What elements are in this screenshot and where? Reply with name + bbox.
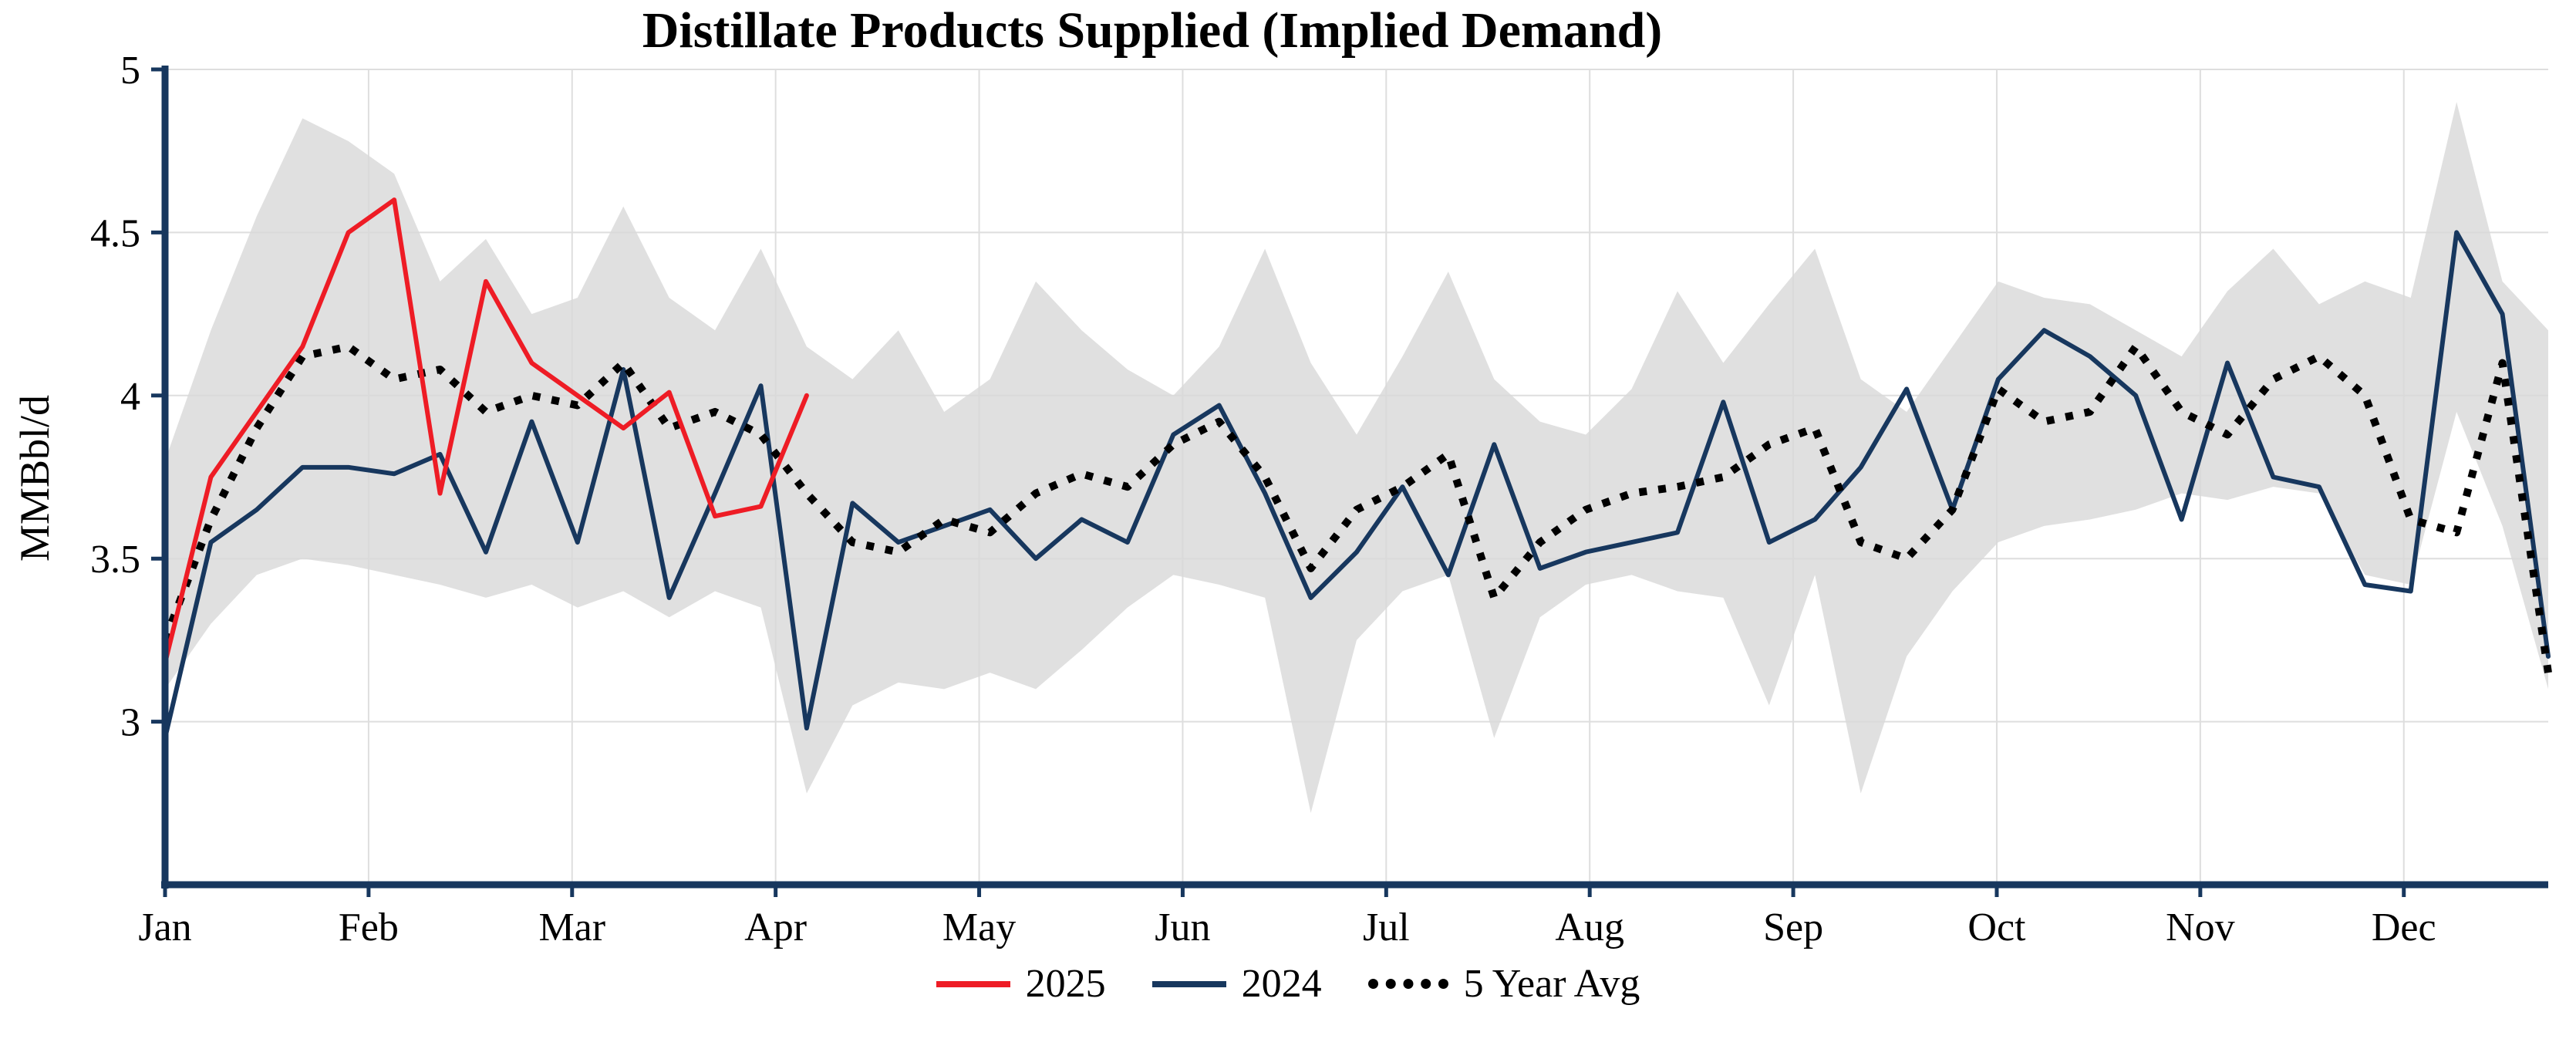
legend-line-sample-2024 (1151, 980, 1226, 987)
x-tick-label-may: May (942, 906, 1016, 949)
legend-label-5yr-avg: 5 Year Avg (1463, 962, 1640, 1006)
series-line-5-year-avg (161, 342, 2552, 673)
x-tick-label-jan: Jan (138, 906, 191, 949)
chart-title: Distillate Products Supplied (Implied De… (642, 2, 1663, 59)
x-tick-label-nov: Nov (2166, 906, 2235, 949)
x-tick-label-oct: Oct (1967, 906, 2026, 949)
x-tick-label-feb: Feb (339, 906, 399, 949)
y-tick-label: 3 (120, 701, 140, 745)
legend-label-2025: 2025 (1025, 962, 1106, 1006)
x-tick-label-jul: Jul (1363, 906, 1410, 949)
legend-label-2024: 2024 (1241, 962, 1322, 1006)
series-line-2024 (163, 230, 2551, 740)
band-5yr-range (165, 102, 2548, 813)
legend-line-sample-2025 (936, 980, 1010, 987)
x-tick-label-dec: Dec (2372, 906, 2436, 949)
y-tick-label: 3.5 (90, 538, 140, 582)
y-tick-label: 4.5 (90, 211, 140, 255)
legend-line-sample-5yr-avg (1367, 979, 1448, 989)
x-tick-label-aug: Aug (1555, 906, 1624, 949)
legend-item-5yr-avg: 5 Year Avg (1367, 961, 1640, 1007)
y-tick-label: 5 (120, 49, 140, 93)
y-tick-label: 4 (120, 375, 140, 419)
series-line-2025 (163, 197, 809, 666)
legend-item-2024: 2024 (1151, 961, 1322, 1007)
legend: 2025 2024 5 Year Avg (0, 961, 2576, 1007)
x-tick-label-sep: Sep (1763, 906, 1823, 949)
x-tick-label-mar: Mar (538, 906, 605, 949)
x-tick-label-jun: Jun (1155, 906, 1210, 949)
legend-item-2025: 2025 (936, 961, 1106, 1007)
x-tick-label-apr: Apr (744, 906, 807, 949)
